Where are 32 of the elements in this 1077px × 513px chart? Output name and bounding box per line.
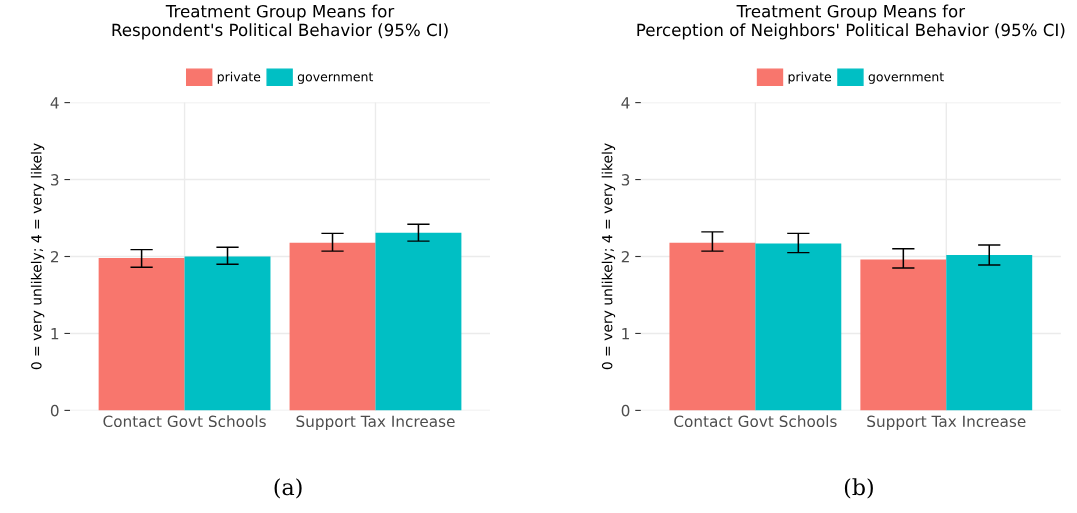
- bar: [289, 242, 376, 411]
- bar: [669, 242, 756, 411]
- y-tick-label: 2: [50, 250, 59, 263]
- bar: [755, 243, 842, 411]
- y-tick-label: 4: [621, 97, 630, 109]
- y-axis-title: 0 = very unlikely; 4 = very likely: [601, 143, 616, 370]
- y-tick-label: 1: [51, 328, 59, 340]
- y-tick-label: 1: [622, 328, 629, 340]
- y-axis-title: 0 = very unlikely; 4 = very likely: [30, 143, 45, 370]
- bar: [375, 232, 462, 411]
- text: (a): [274, 478, 302, 499]
- bar: [860, 259, 947, 411]
- x-tick-label: Support Tax Increase: [867, 415, 1026, 431]
- legend-label: government: [297, 72, 374, 84]
- x-tick-label: Contact Govt Schools: [674, 415, 837, 428]
- x-tick-label: Support Tax Increase: [296, 415, 455, 431]
- legend-label: government: [868, 72, 944, 84]
- bar: [98, 258, 185, 411]
- y-tick-label: 2: [621, 250, 629, 263]
- bar: [184, 256, 271, 411]
- y-tick-label: 0: [621, 404, 630, 417]
- y-tick-label: 0: [50, 404, 59, 417]
- legend-label: private: [217, 71, 261, 84]
- text: (b): [844, 478, 873, 499]
- chart-title: Treatment Group Means for Respondent's Political Behavior (95% CI): [112, 4, 448, 40]
- chart-title: Treatment Group Means for Perception of Neighbors' Political Behavior (95% CI): [637, 4, 1065, 40]
- y-tick-label: 3: [51, 174, 59, 186]
- x-tick-label: Contact Govt Schools: [103, 415, 266, 428]
- bar: [946, 254, 1033, 411]
- y-tick-label: 4: [50, 97, 59, 109]
- legend-label: private: [788, 71, 832, 84]
- y-tick-label: 3: [621, 174, 630, 186]
